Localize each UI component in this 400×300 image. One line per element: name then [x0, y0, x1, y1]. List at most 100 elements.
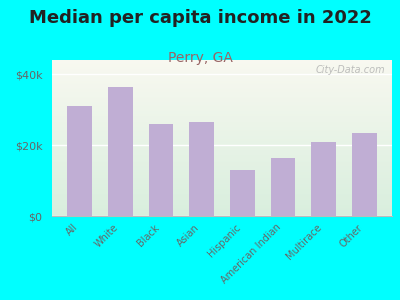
Bar [52, 76, 392, 77]
Bar [52, 208, 392, 210]
Bar [52, 127, 392, 129]
Bar [52, 157, 392, 158]
Bar [52, 108, 392, 110]
Bar [52, 104, 392, 105]
Bar [52, 86, 392, 88]
Bar [52, 124, 392, 125]
Bar [52, 116, 392, 118]
Bar [52, 196, 392, 197]
Bar [52, 210, 392, 211]
Bar [190, 122, 214, 216]
Bar [52, 100, 392, 102]
Bar [52, 105, 392, 107]
Bar [230, 170, 254, 216]
Bar [52, 113, 392, 115]
Bar [52, 190, 392, 191]
Text: City-Data.com: City-Data.com [316, 65, 385, 75]
Bar [52, 115, 392, 116]
Bar [52, 60, 392, 61]
Bar [52, 91, 392, 93]
Bar [52, 158, 392, 160]
Bar [52, 73, 392, 74]
Bar [52, 154, 392, 155]
Bar [52, 200, 392, 202]
Bar [52, 90, 392, 91]
Text: Perry, GA: Perry, GA [168, 51, 232, 65]
Bar [52, 160, 392, 161]
Bar [52, 183, 392, 185]
Bar [52, 140, 392, 141]
Bar [52, 151, 392, 152]
Bar [52, 180, 392, 182]
Bar [52, 88, 392, 90]
Bar [52, 132, 392, 133]
Bar [52, 214, 392, 216]
Bar [52, 66, 392, 68]
Bar [52, 107, 392, 108]
Bar [52, 110, 392, 112]
Bar [52, 203, 392, 205]
Bar [52, 102, 392, 104]
Bar [52, 161, 392, 163]
Bar [52, 155, 392, 157]
Bar [52, 121, 392, 122]
Bar [68, 106, 92, 216]
Bar [52, 130, 392, 132]
Bar [52, 193, 392, 194]
Bar [312, 142, 336, 216]
Bar [271, 158, 295, 216]
Bar [52, 146, 392, 147]
Bar [52, 93, 392, 94]
Bar [52, 143, 392, 144]
Bar [52, 68, 392, 69]
Bar [52, 112, 392, 113]
Bar [52, 171, 392, 172]
Bar [52, 136, 392, 138]
Bar [52, 83, 392, 85]
Bar [52, 61, 392, 63]
Bar [52, 63, 392, 65]
Bar [52, 194, 392, 196]
Bar [52, 174, 392, 176]
Bar [52, 85, 392, 86]
Bar [52, 74, 392, 76]
Bar [52, 207, 392, 208]
Bar [52, 65, 392, 66]
Text: Median per capita income in 2022: Median per capita income in 2022 [28, 9, 372, 27]
Bar [52, 177, 392, 178]
Bar [52, 133, 392, 135]
Bar [52, 119, 392, 121]
Bar [52, 164, 392, 166]
Bar [52, 168, 392, 169]
Bar [52, 197, 392, 199]
Bar [52, 141, 392, 143]
Bar [52, 205, 392, 207]
Bar [52, 135, 392, 136]
Bar [149, 124, 173, 216]
Bar [52, 166, 392, 168]
Bar [52, 99, 392, 100]
Bar [52, 98, 392, 99]
Bar [52, 191, 392, 193]
Bar [52, 125, 392, 127]
Bar [52, 69, 392, 71]
Bar [52, 185, 392, 186]
Bar [52, 138, 392, 140]
Bar [52, 79, 392, 80]
Bar [52, 94, 392, 96]
Bar [52, 176, 392, 177]
Bar [52, 169, 392, 171]
Bar [52, 149, 392, 151]
Bar [52, 96, 392, 98]
Bar [108, 87, 132, 216]
Bar [52, 211, 392, 213]
Bar [52, 71, 392, 73]
Bar [52, 202, 392, 203]
Bar [52, 82, 392, 83]
Bar [52, 178, 392, 180]
Bar [52, 163, 392, 164]
Bar [52, 213, 392, 214]
Bar [352, 133, 376, 216]
Bar [52, 122, 392, 124]
Bar [52, 77, 392, 79]
